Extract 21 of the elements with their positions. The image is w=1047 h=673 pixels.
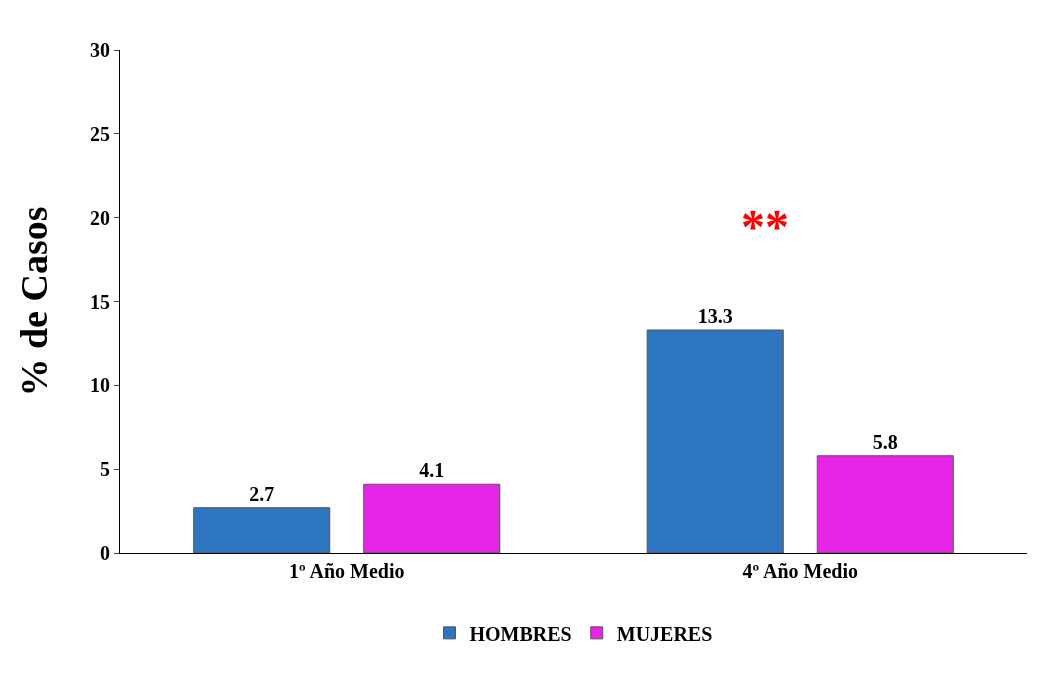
x-tick-label: 1º Año Medio (289, 560, 405, 582)
annotation: ** (741, 200, 789, 253)
y-tick-label: 15 (90, 290, 110, 313)
y-axis-title: % de Casos (13, 206, 56, 397)
data-label: 2.7 (249, 482, 275, 505)
y-tick-label: 20 (90, 206, 110, 229)
y-tick-label: 5 (100, 458, 110, 481)
y-tick-label: 30 (90, 39, 110, 61)
legend-label: MUJERES (616, 622, 713, 645)
bar (816, 455, 954, 553)
bar (363, 483, 501, 553)
bar (193, 507, 331, 553)
y-tick-label: 25 (90, 122, 110, 145)
x-tick-label: 4º Año Medio (742, 560, 858, 582)
y-tick-label: 0 (100, 542, 110, 564)
data-label: 4.1 (419, 459, 445, 482)
data-label: 13.3 (697, 305, 733, 327)
data-label: 5.8 (872, 430, 898, 453)
legend-label: HOMBRES (469, 622, 572, 645)
y-tick-label: 10 (90, 374, 110, 397)
bar (646, 329, 784, 553)
